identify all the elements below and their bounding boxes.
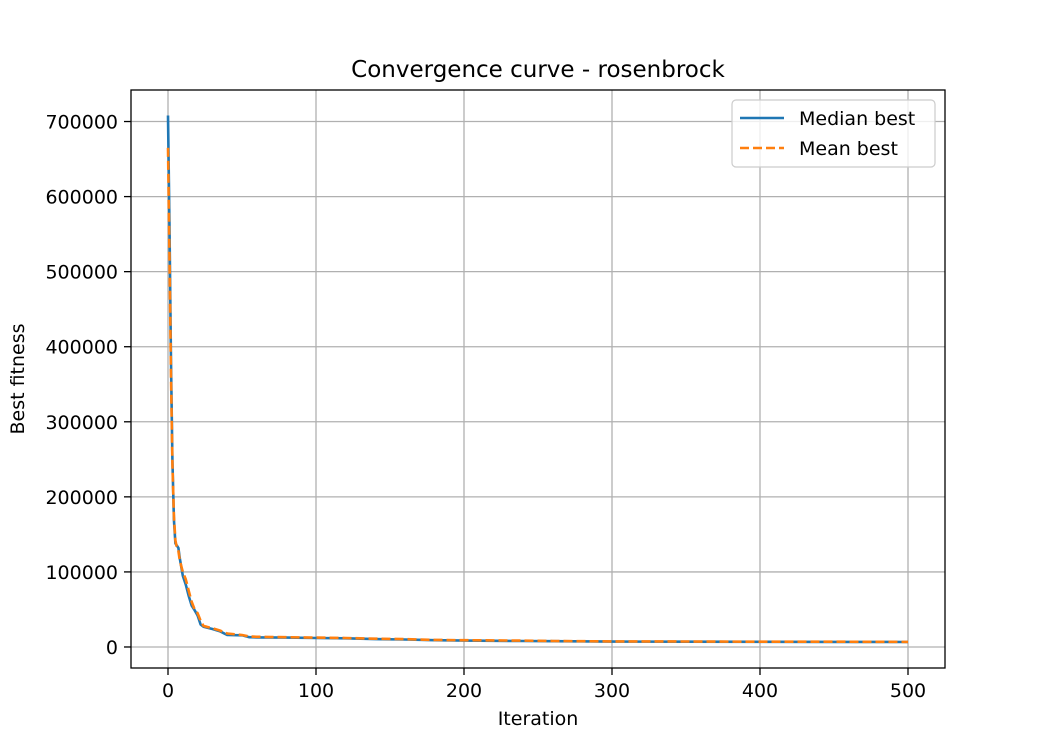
y-tick-label: 600000 (45, 187, 118, 209)
y-tick-label: 200000 (45, 487, 118, 509)
series-lines (166, 115, 909, 644)
y-tick-label: 700000 (45, 112, 118, 134)
y-tick-label: 500000 (45, 262, 118, 284)
y-tick-label: 0 (106, 637, 118, 659)
x-tick-label: 500 (890, 680, 926, 702)
y-axis-ticks: 0 100000 200000 300000 400000 500000 600000 700… (45, 112, 131, 659)
x-tick-label: 100 (298, 680, 334, 702)
y-axis-label: Best fitness (7, 323, 29, 434)
x-tick-label: 0 (162, 680, 174, 702)
y-tick-label: 300000 (45, 412, 118, 434)
median-best-line (166, 115, 909, 644)
legend-mean-label: Mean best (799, 138, 898, 160)
grid-lines (131, 90, 945, 668)
legend: Median best Mean best (731, 99, 936, 168)
x-axis-label: Iteration (498, 708, 579, 730)
x-tick-label: 400 (742, 680, 778, 702)
x-axis-ticks: 0 100 200 300 400 500 (162, 668, 926, 702)
mean-best-line (166, 147, 909, 644)
y-tick-label: 100000 (45, 562, 118, 584)
y-tick-label: 400000 (45, 337, 118, 359)
legend-median-label: Median best (799, 108, 915, 130)
chart-title: Convergence curve - rosenbrock (351, 57, 725, 83)
x-tick-label: 300 (594, 680, 630, 702)
x-tick-label: 200 (446, 680, 482, 702)
plot-frame (130, 89, 946, 669)
